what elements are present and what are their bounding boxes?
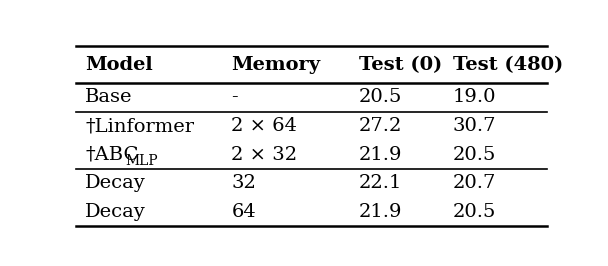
Text: Decay: Decay xyxy=(85,174,146,193)
Text: 64: 64 xyxy=(232,203,256,221)
Text: 20.5: 20.5 xyxy=(453,146,496,164)
Text: 20.5: 20.5 xyxy=(359,89,402,106)
Text: Model: Model xyxy=(85,56,153,74)
Text: 2 × 32: 2 × 32 xyxy=(232,146,298,164)
Text: 21.9: 21.9 xyxy=(359,203,402,221)
Text: Test (0): Test (0) xyxy=(359,56,442,74)
Text: 30.7: 30.7 xyxy=(453,117,497,135)
Text: MLP: MLP xyxy=(125,154,158,168)
Text: Decay: Decay xyxy=(85,203,146,221)
Text: Test (480): Test (480) xyxy=(453,56,563,74)
Text: 21.9: 21.9 xyxy=(359,146,402,164)
Text: 2 × 64: 2 × 64 xyxy=(232,117,297,135)
Text: 19.0: 19.0 xyxy=(453,89,497,106)
Text: 27.2: 27.2 xyxy=(359,117,402,135)
Text: Base: Base xyxy=(85,89,133,106)
Text: †ABC: †ABC xyxy=(85,146,139,164)
Text: -: - xyxy=(232,89,238,106)
Text: 22.1: 22.1 xyxy=(359,174,402,193)
Text: †Linformer: †Linformer xyxy=(85,117,195,135)
Text: 32: 32 xyxy=(232,174,257,193)
Text: Memory: Memory xyxy=(232,56,320,74)
Text: 20.5: 20.5 xyxy=(453,203,496,221)
Text: 20.7: 20.7 xyxy=(453,174,496,193)
